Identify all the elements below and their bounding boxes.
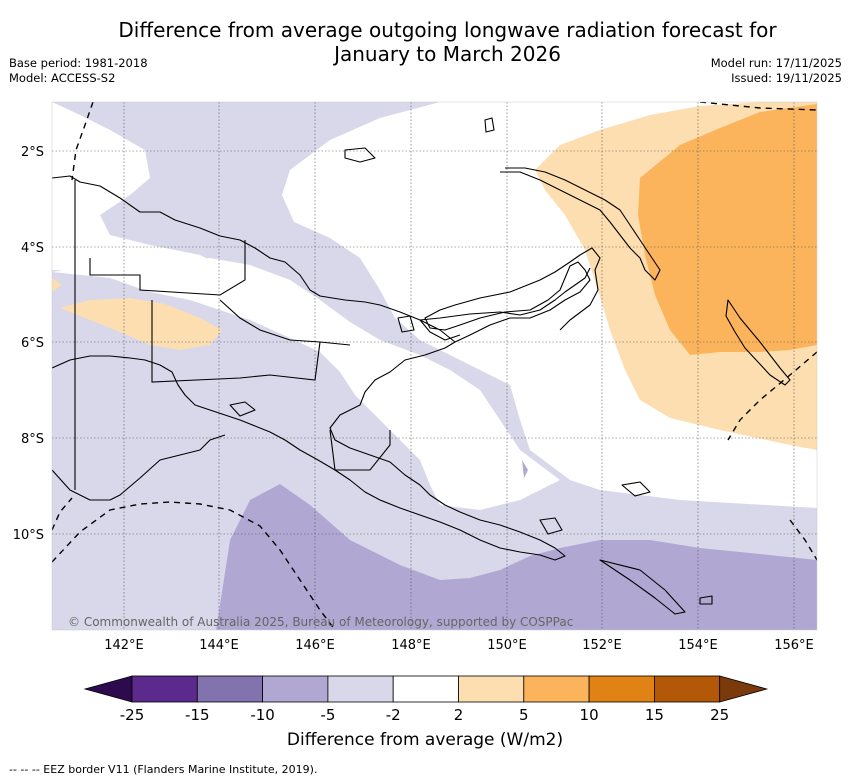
- eez-border-southeast: [789, 519, 817, 561]
- anomaly-region-light-orange-edge: [52, 278, 62, 292]
- eez-border-northeast: [699, 102, 817, 111]
- colorbar-tick-label: -25: [120, 706, 145, 724]
- lon-tick-156: 156°E: [774, 638, 814, 653]
- colorbar-tick-label: -15: [185, 706, 210, 724]
- model-run: Model run: 17/11/2025: [710, 56, 842, 70]
- coastline-island-6: [699, 595, 713, 605]
- eez-border-northwest: [71, 102, 94, 181]
- map-area: © Commonwealth of Australia 2025, Bureau…: [52, 102, 817, 630]
- coastline-south-coast: [52, 434, 226, 501]
- anomaly-region-light-orange-west: [60, 298, 222, 350]
- anomaly-region-mid-purple: [216, 484, 817, 630]
- coastline-island-5: [621, 481, 651, 497]
- coastline-bougainville: [725, 299, 791, 386]
- colorbar-tick-label: -5: [320, 706, 335, 724]
- provincial-border-3: [219, 299, 351, 346]
- issued-date: Issued: 19/11/2025: [731, 71, 842, 85]
- colorbar-segment: [458, 675, 525, 703]
- eez-borders: [52, 102, 817, 630]
- colorbar-segment: [262, 675, 329, 703]
- coastline-island-8: [539, 517, 563, 535]
- provincial-border-4: [329, 429, 391, 471]
- borders: [74, 180, 391, 490]
- colorbar-tick-label: 10: [580, 706, 599, 724]
- latitude-axis: 2°S 4°S 6°S 8°S 10°S: [13, 145, 44, 543]
- meta-left: Base period: 1981-2018 Model: ACCESS-S2: [9, 56, 148, 86]
- colorbar-segment: [327, 675, 394, 703]
- colorbar-segment: [131, 675, 198, 703]
- lat-tick-2: 2°S: [21, 145, 44, 160]
- graticule: [52, 102, 817, 630]
- colorbar-label: Difference from average (W/m2): [286, 730, 564, 750]
- colorbar-tick-label: -10: [250, 706, 275, 724]
- coastline-new-guinea: [52, 175, 601, 561]
- colorbar-segment: [196, 675, 264, 703]
- colorbar-tick-label: 5: [519, 706, 529, 724]
- anomaly-region-neutral-mainland: [52, 258, 560, 510]
- copyright-text: © Commonwealth of Australia 2025, Bureau…: [68, 615, 573, 629]
- colorbar-segment: [523, 675, 590, 703]
- colorbar-extend-low: [83, 675, 133, 703]
- provincial-border-2: [151, 300, 321, 383]
- lon-tick-152: 152°E: [582, 638, 622, 653]
- colorbar-tick-label: 2: [454, 706, 464, 724]
- coastline-island-4: [229, 401, 256, 417]
- base-period: Base period: 1981-2018: [9, 56, 148, 70]
- coastline-new-britain: [419, 267, 591, 341]
- anomaly-region-light-purple-south: [52, 450, 270, 630]
- colorbar-segment: [588, 675, 655, 703]
- lon-tick-142: 142°E: [104, 638, 144, 653]
- coastline-island-1: [484, 117, 495, 133]
- colorbar-segment: [392, 675, 459, 703]
- model-name: Model: ACCESS-S2: [9, 71, 116, 85]
- anomaly-region-mid-orange-east: [638, 104, 817, 355]
- coastlines: [52, 117, 791, 615]
- colorbar: [83, 675, 769, 703]
- lat-tick-4: 4°S: [21, 241, 44, 256]
- lat-tick-6: 6°S: [21, 336, 44, 351]
- lat-tick-10: 10°S: [13, 528, 44, 543]
- lon-tick-144: 144°E: [199, 638, 239, 653]
- colorbar-tick-label: -2: [386, 706, 401, 724]
- chart-title: Difference from average outgoing longwav…: [60, 18, 835, 66]
- colorbar-tick-label: 15: [645, 706, 664, 724]
- chart-title-line1: Difference from average outgoing longwav…: [118, 18, 777, 42]
- lon-tick-154: 154°E: [678, 638, 718, 653]
- provincial-border-1: [89, 240, 246, 296]
- colorbar-extend-high: [719, 675, 769, 703]
- colorbar-ticks: -25 -15 -10 -5 -2 2 5 10 15 25: [120, 706, 729, 724]
- colorbar-tick-label: 25: [710, 706, 729, 724]
- lat-tick-8: 8°S: [21, 432, 44, 447]
- meta-right: Model run: 17/11/2025 Issued: 19/11/2025: [711, 56, 842, 86]
- coastline-island-7: [599, 559, 686, 615]
- lon-tick-146: 146°E: [295, 638, 335, 653]
- colorbar-segment: [654, 675, 721, 703]
- coastline-island-3: [397, 315, 415, 333]
- anomaly-region-mid-purple-dot: [522, 460, 528, 478]
- lon-tick-148: 148°E: [391, 638, 431, 653]
- lon-tick-150: 150°E: [487, 638, 527, 653]
- coastline-island-2: [344, 147, 376, 163]
- coastline-new-ireland: [500, 167, 661, 281]
- longitude-axis: 142°E 144°E 146°E 148°E 150°E 152°E 154°…: [104, 638, 814, 653]
- eez-border-east: [727, 351, 817, 441]
- eez-footnote: -- -- -- EEZ border V11 (Flanders Marine…: [9, 763, 318, 776]
- map-frame: [51, 101, 818, 631]
- chart-title-line2: January to March 2026: [334, 42, 561, 66]
